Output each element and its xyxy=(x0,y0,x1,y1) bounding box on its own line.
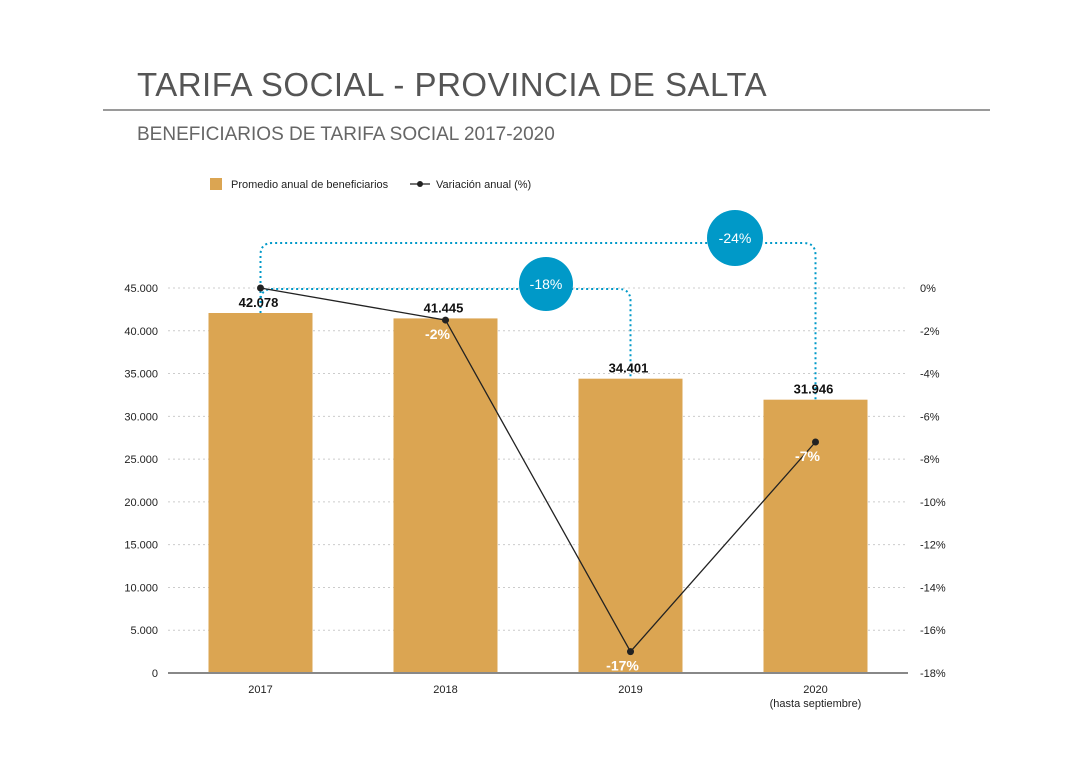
y-right-tick-label: -12% xyxy=(920,540,946,552)
line-point-2017 xyxy=(257,284,264,292)
y-left-tick-label: 35.000 xyxy=(124,369,158,381)
bar-data-label: 42.078 xyxy=(239,295,279,310)
y-right-tick-label: 0% xyxy=(920,283,936,295)
legend-line-marker xyxy=(417,181,423,187)
y-left-tick-label: 30.000 xyxy=(124,411,158,423)
x-tick-label: 2017 xyxy=(248,684,272,696)
line-data-label: -7% xyxy=(795,448,820,464)
y-right-tick-label: -2% xyxy=(920,326,940,338)
y-left-tick-label: 0 xyxy=(152,668,158,680)
bar-data-labels: 42.078 41.445 34.401 31.946 xyxy=(239,295,834,397)
y-right-tick-label: -10% xyxy=(920,497,946,509)
line-point-2019 xyxy=(627,648,634,656)
y-right-tick-label: -4% xyxy=(920,369,940,381)
bar-data-label: 31.946 xyxy=(794,382,834,397)
y-left-tick-label: 10.000 xyxy=(124,582,158,594)
legend: Promedio anual de beneficiarios Variación… xyxy=(210,178,531,191)
line-point-2018 xyxy=(442,316,449,324)
bar-2019 xyxy=(578,378,683,673)
y-left-tick-label: 40.000 xyxy=(124,326,158,338)
y-right-tick-label: -16% xyxy=(920,625,946,637)
legend-bar-swatch xyxy=(210,178,222,190)
change-bubble xyxy=(707,210,763,266)
y-right-tick-label: -8% xyxy=(920,454,940,466)
y-left-tick-label: 15.000 xyxy=(124,540,158,552)
y-left-tick-label: 45.000 xyxy=(124,283,158,295)
x-tick-label: 2018 xyxy=(433,684,457,696)
change-bubble xyxy=(519,257,573,311)
line-series xyxy=(257,284,819,656)
y-right-tick-label: -14% xyxy=(920,582,946,594)
y-right-tick-label: -6% xyxy=(920,411,940,423)
bar-data-label: 41.445 xyxy=(424,300,464,315)
y-left-tick-label: 25.000 xyxy=(124,454,158,466)
y-right-tick-label: -18% xyxy=(920,668,946,680)
y-left-tick-label: 20.000 xyxy=(124,497,158,509)
line-data-label: -17% xyxy=(606,658,639,674)
change-bubble-label: -18% xyxy=(530,276,563,292)
change-bubble-label: -24% xyxy=(719,230,752,246)
y-left-tick-label: 5.000 xyxy=(130,625,158,637)
bar-data-label: 34.401 xyxy=(609,361,649,376)
line-data-label: -2% xyxy=(425,326,450,342)
x-tick-label: 2019 xyxy=(618,684,642,696)
variation-line xyxy=(260,287,816,653)
x-tick-label: 2020 xyxy=(803,684,827,696)
line-data-labels: -2% -17% -7% xyxy=(425,326,820,674)
bar-series xyxy=(208,312,868,673)
title-divider xyxy=(103,109,990,111)
line-point-2020 xyxy=(812,438,819,446)
bar-2017 xyxy=(208,312,313,673)
chart-title: TARIFA SOCIAL - PROVINCIA DE SALTA xyxy=(137,66,768,103)
chart-subtitle: BENEFICIARIOS DE TARIFA SOCIAL 2017-2020 xyxy=(137,124,555,145)
legend-line-label: Variación anual (%) xyxy=(436,179,531,191)
bar-2018 xyxy=(393,318,498,673)
legend-bar-label: Promedio anual de beneficiarios xyxy=(231,179,389,191)
change-brackets: -18% -24% xyxy=(259,210,817,400)
x-tick-sublabel: (hasta septiembre) xyxy=(770,698,862,710)
axes: 0 5.000 10.000 15.000 20.000 25.000 30.000 35.0… xyxy=(124,283,946,710)
